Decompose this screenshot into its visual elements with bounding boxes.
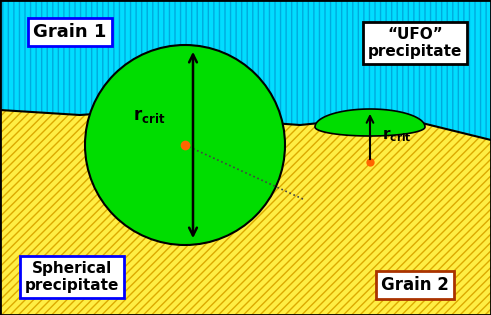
Text: Grain 2: Grain 2 bbox=[381, 276, 449, 294]
Text: $\mathbf{r_{crit}}$: $\mathbf{r_{crit}}$ bbox=[382, 127, 412, 144]
Polygon shape bbox=[0, 0, 491, 140]
Ellipse shape bbox=[85, 45, 285, 245]
Text: Spherical
precipitate: Spherical precipitate bbox=[25, 261, 119, 293]
Text: Grain 1: Grain 1 bbox=[33, 23, 107, 41]
Text: $\mathbf{r_{crit}}$: $\mathbf{r_{crit}}$ bbox=[133, 107, 165, 125]
Polygon shape bbox=[315, 109, 425, 136]
Polygon shape bbox=[0, 110, 491, 315]
Text: “UFO”
precipitate: “UFO” precipitate bbox=[368, 27, 462, 59]
